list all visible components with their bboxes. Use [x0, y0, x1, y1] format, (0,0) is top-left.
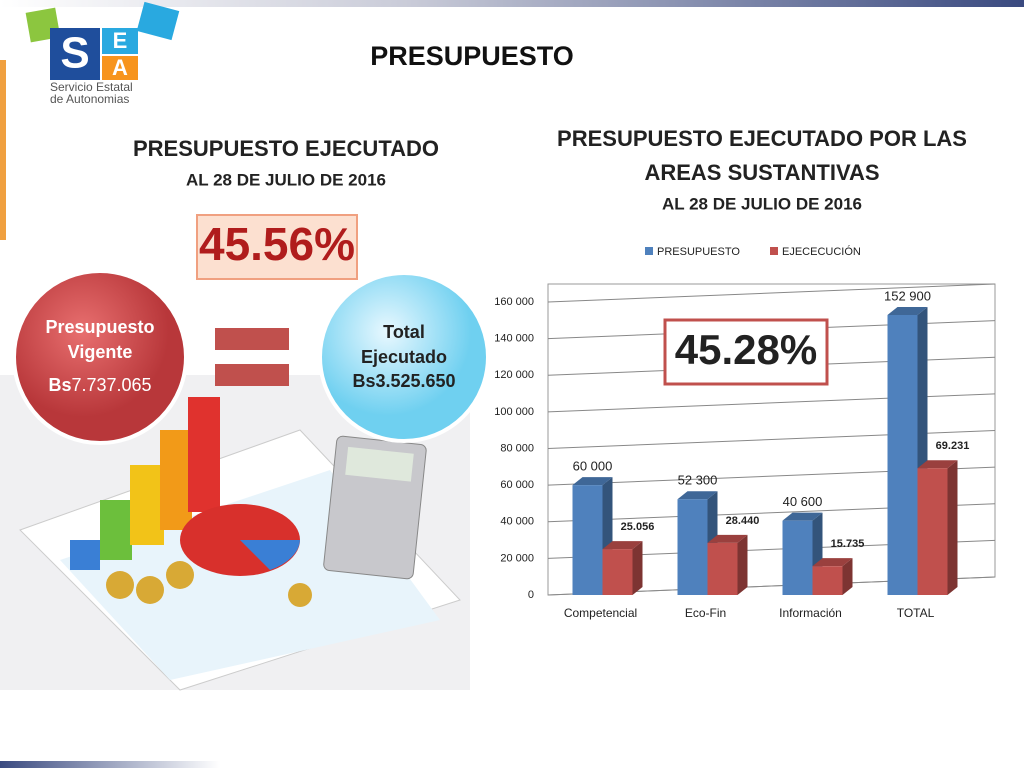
bar [572, 485, 603, 595]
annotation: 45.28% [675, 326, 817, 373]
logo-text: de Autonomias [50, 92, 129, 106]
y-tick-label: 40 000 [500, 516, 534, 528]
bar-top [677, 491, 718, 500]
bar [677, 499, 708, 595]
logo-letter: S [60, 29, 89, 78]
value-label: 28.440 [726, 515, 760, 527]
chart-subtitle: AL 28 DE JULIO DE 2016 [662, 194, 862, 213]
equals-bar [215, 364, 289, 386]
value-label: 40 600 [783, 494, 823, 509]
circle-label: Vigente [68, 342, 133, 362]
chart-title: AREAS SUSTANTIVAS [644, 160, 879, 185]
logo-text: Servicio Estatal [50, 80, 133, 94]
percentage: 45.56% [199, 218, 355, 270]
circle-label: Total [383, 322, 425, 342]
grid-line [547, 283, 996, 303]
bar [782, 520, 813, 595]
y-tick-label: 160 000 [494, 296, 534, 308]
y-tick-label: 20 000 [500, 552, 534, 564]
x-tick-label: TOTAL [897, 606, 935, 620]
bar [812, 566, 843, 595]
x-tick-label: Competencial [564, 606, 637, 620]
bar-top [572, 477, 613, 486]
logo-letter: E [113, 28, 128, 53]
logo-letter: A [112, 55, 128, 80]
value-label: 69.231 [936, 440, 970, 452]
y-tick-label: 100 000 [494, 406, 534, 418]
bar [602, 549, 633, 595]
value-label: 15.735 [831, 538, 865, 550]
y-tick-label: 0 [528, 589, 534, 601]
bar-top [887, 307, 928, 316]
top-bar [0, 0, 1024, 7]
left-subtitle: AL 28 DE JULIO DE 2016 [186, 170, 386, 189]
left-title: PRESUPUESTO EJECUTADO [133, 136, 439, 161]
bar-top [782, 512, 823, 521]
vigente-circle [12, 269, 188, 445]
legend-swatch [770, 247, 778, 255]
equals-bar [215, 328, 289, 350]
value-label: 60 000 [573, 459, 613, 474]
bar-side [632, 541, 643, 595]
bar-top [707, 534, 748, 543]
side-accent [0, 60, 6, 240]
y-tick-label: 140 000 [494, 333, 534, 345]
annotation-box [663, 318, 829, 386]
x-tick-label: Información [779, 606, 842, 620]
circle-amount: Bs3.525.650 [352, 371, 455, 391]
currency: Bs [48, 375, 71, 395]
bar [707, 542, 738, 595]
legend-label: EJECECUCIÓN [782, 245, 861, 258]
bar-top [917, 460, 958, 469]
bar-side [842, 558, 853, 595]
bar-side [947, 460, 958, 595]
bar [887, 315, 918, 595]
bottom-bar [0, 761, 220, 768]
y-tick-label: 80 000 [500, 442, 534, 454]
circle-amount: Bs7.737.065 [48, 375, 151, 395]
value-label: 152 900 [884, 288, 931, 303]
circle-label: Ejecutado [361, 347, 447, 367]
y-tick-label: 60 000 [500, 479, 534, 491]
chart: 0 20 000 40 000 60 000 80 000 100 000 120 000 1… [494, 245, 996, 620]
percentage-box [196, 214, 358, 280]
value-label: 52 300 [678, 473, 718, 488]
amount: 7.737.065 [71, 375, 151, 395]
value-label: 25.056 [621, 521, 655, 533]
legend-swatch [645, 247, 653, 255]
bar-side [737, 534, 748, 595]
bar-top [812, 558, 853, 567]
illustration [0, 375, 470, 691]
chart-title: PRESUPUESTO EJECUTADO POR LAS [557, 126, 967, 151]
x-tick-label: Eco-Fin [685, 606, 726, 620]
page-title: PRESUPUESTO [370, 41, 574, 71]
bar-top [602, 541, 643, 550]
bar [917, 468, 948, 595]
circle-label: Presupuesto [45, 317, 154, 337]
ejecutado-circle [318, 271, 490, 443]
y-tick-label: 120 000 [494, 369, 534, 381]
legend-label: PRESUPUESTO [657, 246, 740, 258]
logo: S E A Servicio Estatal de Autonomias [25, 1, 180, 106]
